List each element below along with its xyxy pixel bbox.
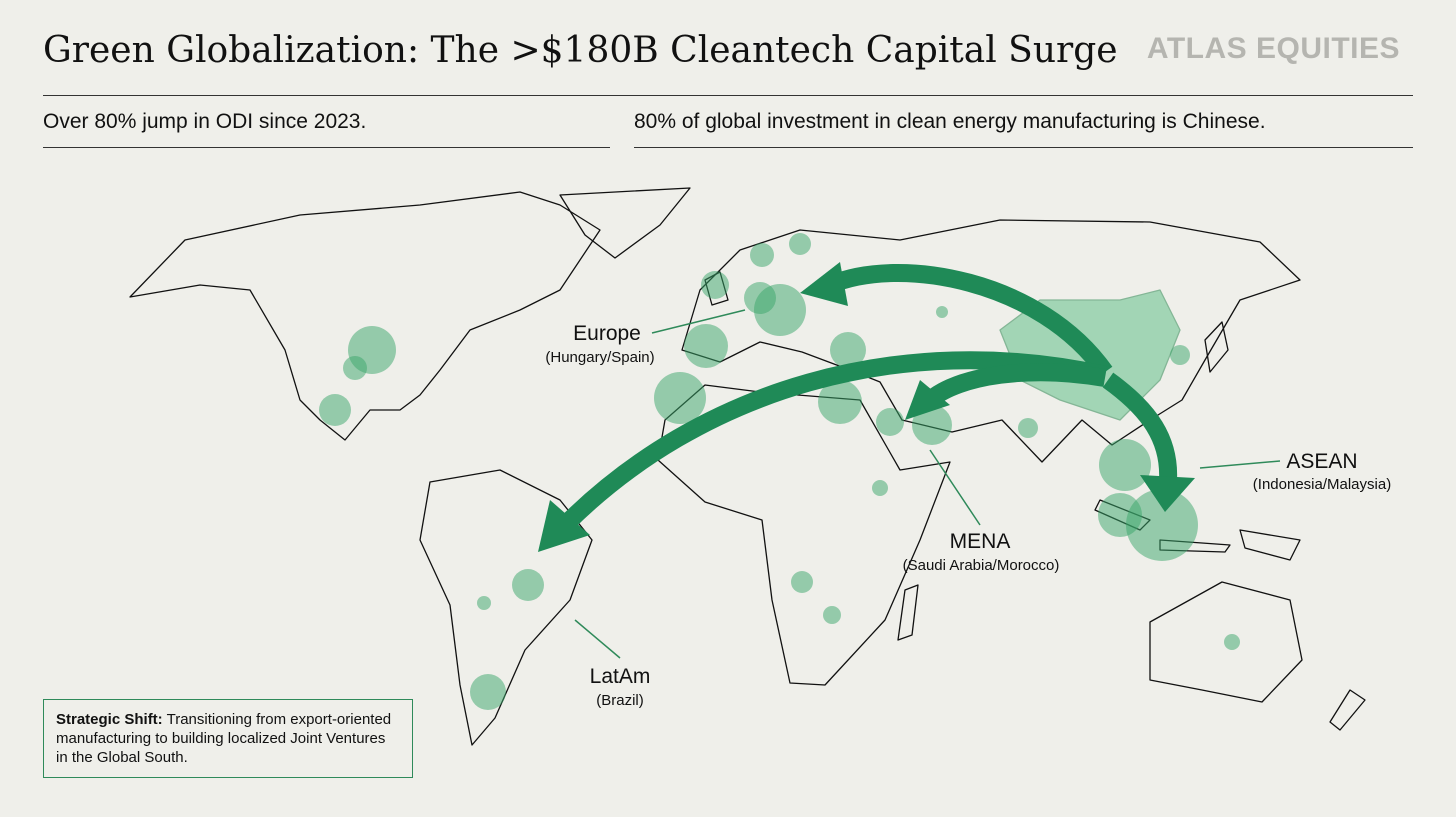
region-name: ASEAN — [1286, 450, 1357, 473]
north-america — [129, 191, 601, 441]
bubble — [830, 332, 866, 368]
stat: 80% of global investment in clean energy… — [634, 110, 1266, 133]
greenland — [559, 187, 691, 259]
leader-line — [574, 619, 621, 659]
region-detail: (Indonesia/Malaysia) — [1253, 476, 1391, 493]
bubble — [1170, 345, 1190, 365]
flow-arrows — [538, 262, 1195, 552]
brand: ATLAS EQUITIES — [1146, 32, 1400, 65]
bubbles — [319, 233, 1240, 710]
bubble — [818, 380, 862, 424]
bubble — [477, 596, 491, 610]
arrow-mena — [924, 363, 1107, 408]
bubble — [654, 372, 706, 424]
bubble — [912, 405, 952, 445]
madagascar — [897, 584, 919, 641]
bubble — [876, 408, 904, 436]
bubble — [750, 243, 774, 267]
region-name: Europe — [573, 322, 641, 345]
bubble — [1224, 634, 1240, 650]
south-america — [419, 469, 593, 746]
arrow-head — [800, 262, 848, 306]
region-detail: (Saudi Arabia/Morocco) — [903, 557, 1060, 574]
callouts: Europe (Hungary/Spain) MENA (Saudi Arabi… — [545, 309, 1391, 709]
note-label: Strategic Shift: — [56, 711, 163, 728]
region-detail: (Hungary/Spain) — [545, 349, 654, 366]
eurasia — [681, 219, 1301, 463]
bubble — [1018, 418, 1038, 438]
world-outline — [129, 187, 1366, 746]
rule — [43, 147, 610, 148]
bubble — [470, 674, 506, 710]
region-name: LatAm — [590, 665, 651, 688]
title: Green Globalization: The >$180B Cleantec… — [43, 30, 1118, 71]
bubble — [791, 571, 813, 593]
bubble — [872, 480, 888, 496]
australia — [1149, 581, 1303, 703]
arrow-asean — [1102, 372, 1178, 481]
japan — [1204, 321, 1229, 373]
bubble — [701, 271, 729, 299]
bubble — [936, 306, 948, 318]
arrow-europe — [826, 263, 1113, 378]
rule — [43, 95, 1413, 96]
bubble — [789, 233, 811, 255]
arrow-head — [905, 380, 950, 420]
bubble — [823, 606, 841, 624]
bubble — [319, 394, 351, 426]
bubble — [512, 569, 544, 601]
note-box: Strategic Shift: Transitioning from expo… — [43, 699, 413, 778]
bubble — [744, 282, 776, 314]
leader-line — [929, 449, 981, 526]
arrow-head — [538, 500, 590, 552]
bubble — [1126, 489, 1198, 561]
bubble — [343, 356, 367, 380]
arrow-latam — [558, 351, 1107, 532]
region-name: MENA — [950, 530, 1011, 553]
region-detail: (Brazil) — [596, 692, 644, 709]
arrow-head — [1140, 475, 1195, 512]
leader-line — [1199, 460, 1281, 469]
stat: Over 80% jump in ODI since 2023. — [43, 110, 367, 133]
note-text: Transitioning from export-oriented manuf… — [56, 711, 392, 766]
bubble — [1099, 439, 1151, 491]
bubble — [684, 324, 728, 368]
rule — [634, 147, 1413, 148]
leader-line — [651, 309, 746, 334]
new-zealand — [1329, 689, 1366, 731]
